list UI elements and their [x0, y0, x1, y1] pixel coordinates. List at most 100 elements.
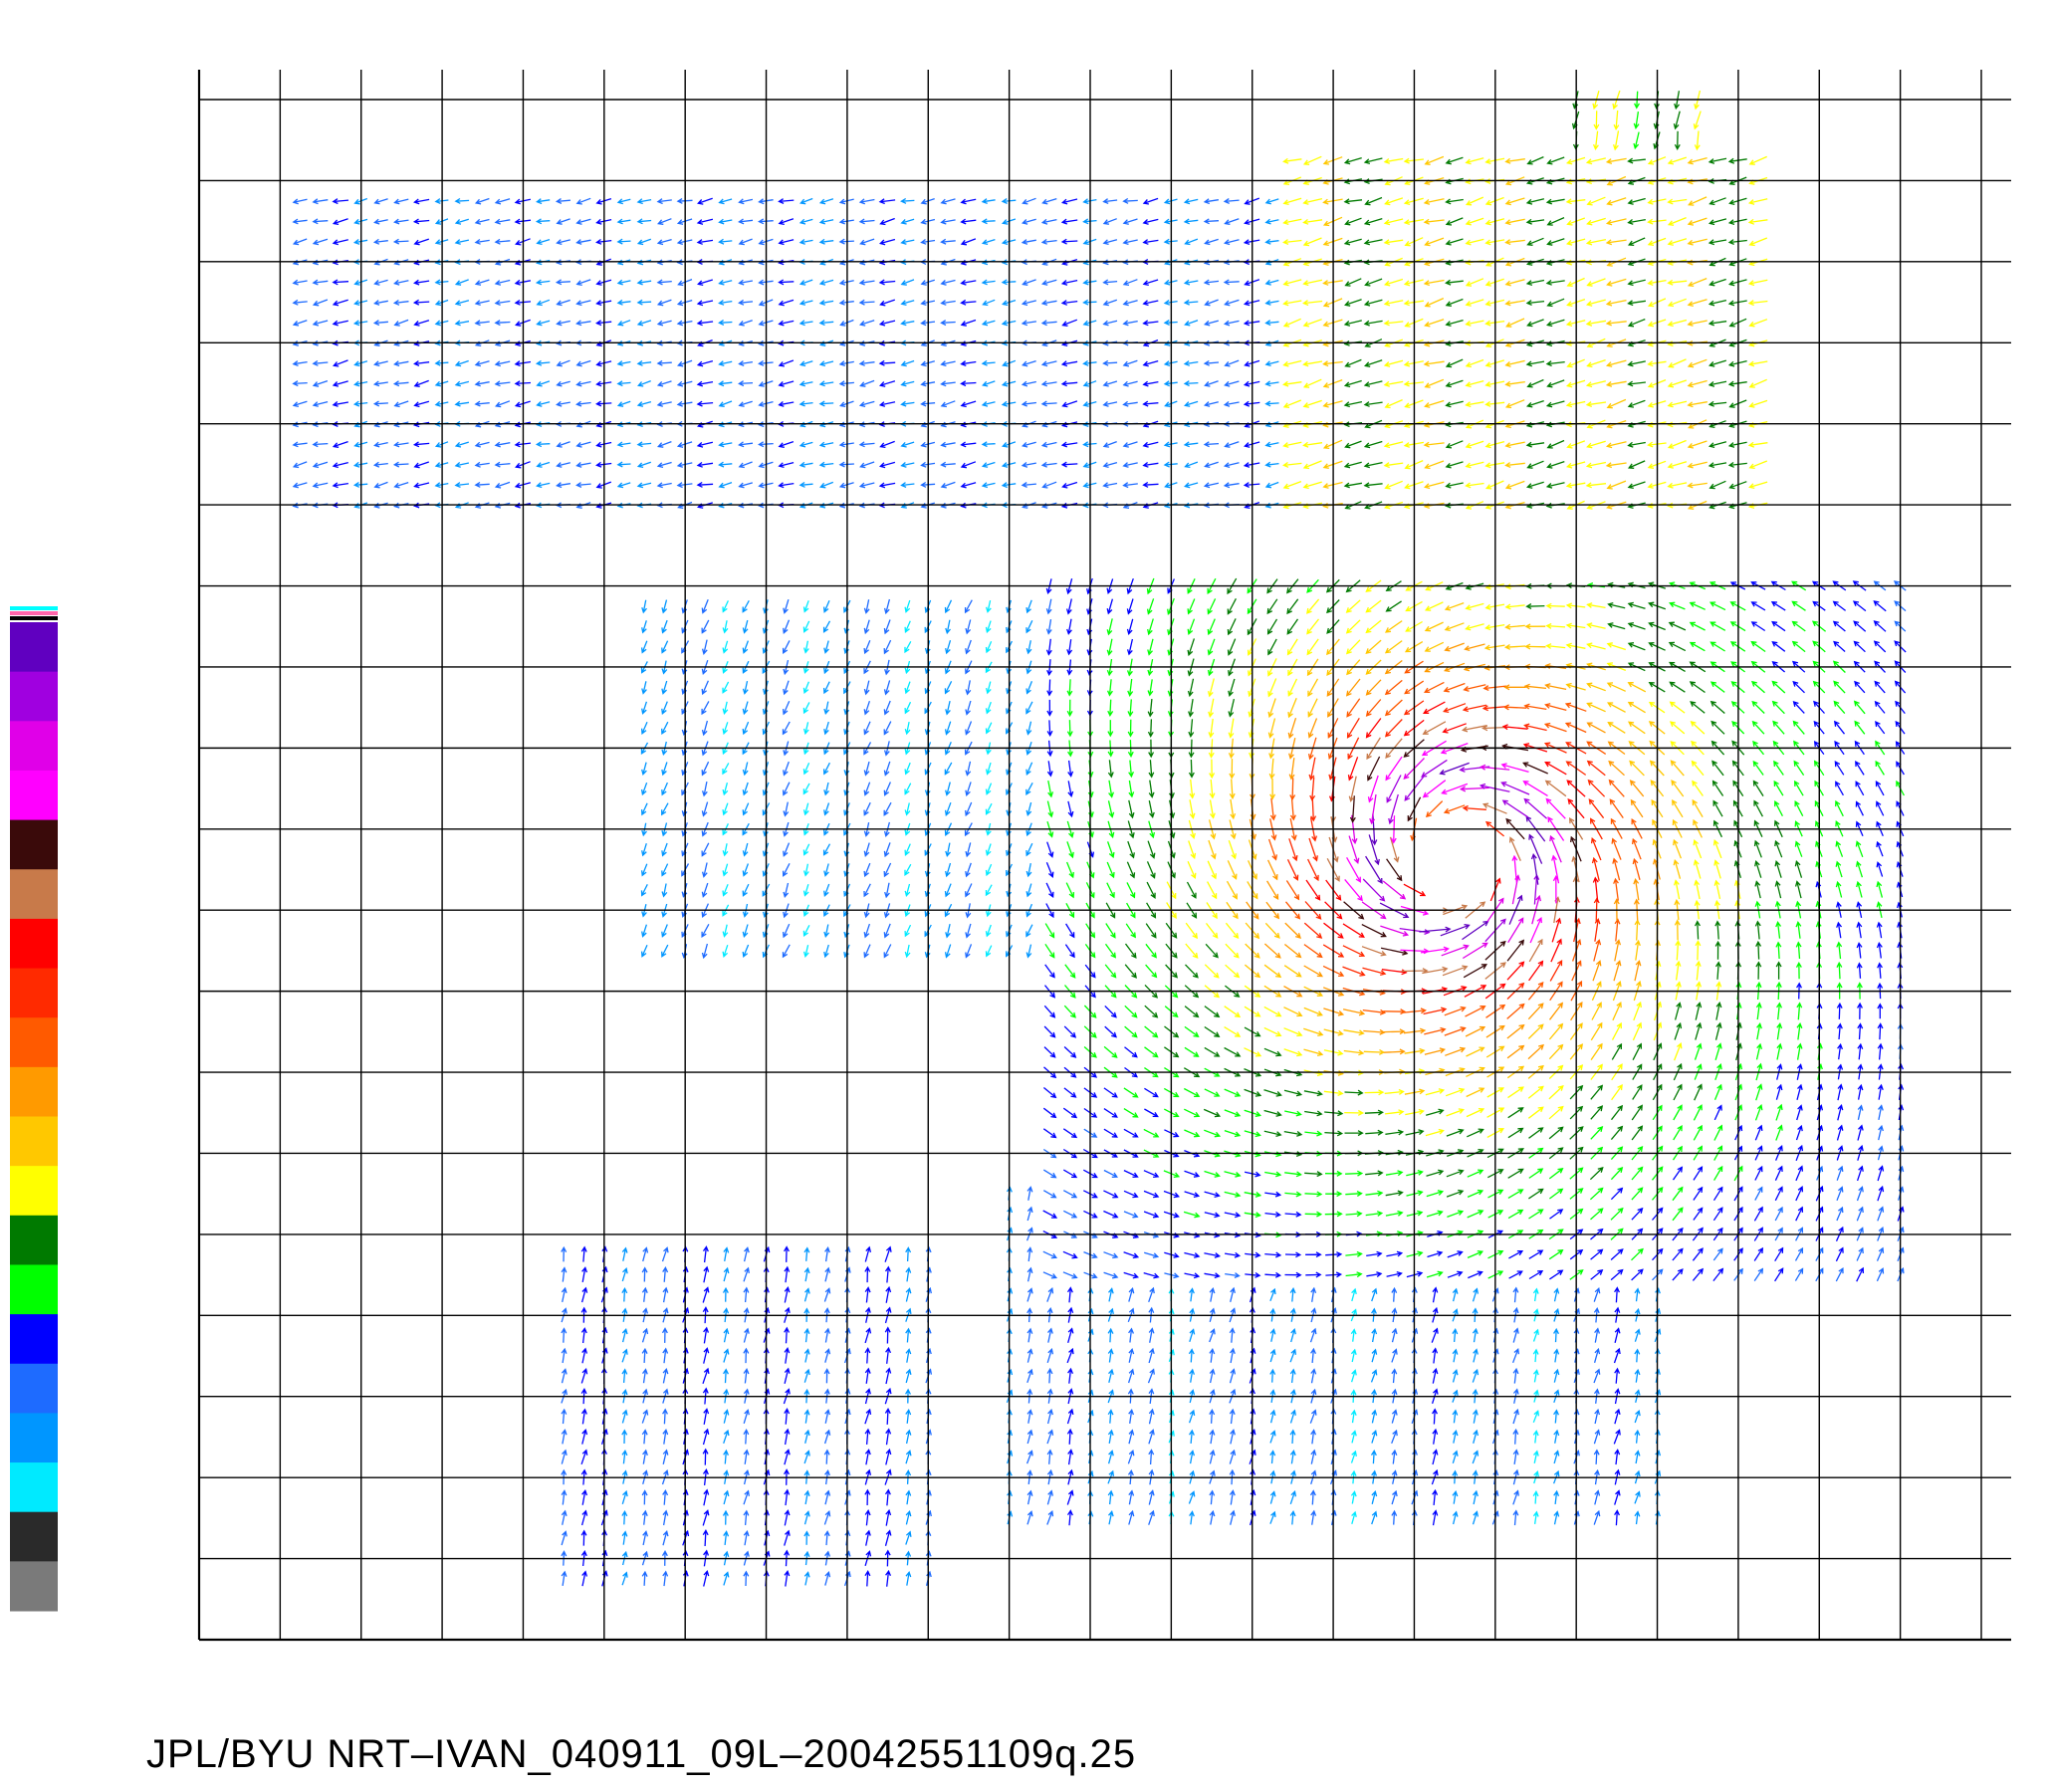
wind-arrow: [965, 700, 972, 716]
wind-arrow: [656, 482, 672, 489]
wind-arrow: [1432, 1509, 1439, 1526]
wind-arrow: [1501, 799, 1528, 818]
wind-arrow: [823, 701, 830, 716]
wind-arrow: [1026, 801, 1032, 817]
wind-arrow: [1504, 218, 1525, 226]
wind-arrow: [864, 1488, 871, 1506]
wind-arrow: [1364, 1109, 1384, 1116]
wind-arrow: [1122, 197, 1138, 204]
wind-arrow: [575, 300, 591, 307]
wind-arrow: [1142, 461, 1159, 468]
wind-arrow: [884, 1245, 892, 1262]
wind-arrow: [1343, 1049, 1365, 1056]
wind-arrow: [900, 320, 915, 327]
wind-arrow: [1614, 1509, 1620, 1526]
wind-arrow: [1607, 702, 1626, 713]
wind-arrow: [1525, 441, 1545, 448]
wind-arrow: [1507, 1086, 1524, 1099]
wind-arrow: [1424, 1047, 1447, 1055]
wind-arrow: [1512, 1509, 1519, 1526]
wind-arrow: [1667, 379, 1688, 388]
wind-arrow: [945, 619, 951, 635]
wind-arrow: [561, 1347, 568, 1364]
wind-arrow: [1452, 1510, 1459, 1525]
wind-arrow: [1754, 1124, 1763, 1141]
wind-arrow: [802, 722, 809, 736]
wind-arrow: [818, 400, 834, 407]
wind-arrow: [616, 279, 631, 286]
wind-arrow: [1420, 946, 1450, 954]
wind-arrow: [981, 320, 996, 327]
wind-arrow: [1447, 1270, 1464, 1278]
wind-arrow: [703, 1488, 710, 1506]
wind-arrow: [965, 801, 973, 817]
wind-arrow: [885, 1346, 892, 1364]
wind-arrow: [1284, 1271, 1302, 1278]
wind-arrow: [703, 1569, 710, 1587]
wind-arrow: [1026, 1206, 1033, 1222]
wind-arrow: [900, 279, 915, 286]
wind-arrow: [312, 218, 329, 225]
wind-arrow: [393, 198, 409, 205]
wind-arrow: [1606, 682, 1626, 692]
wind-arrow: [1065, 598, 1072, 615]
wind-arrow: [1593, 1287, 1601, 1302]
wind-arrow: [701, 639, 708, 655]
wind-arrow: [1207, 678, 1215, 698]
wind-arrow: [1754, 860, 1762, 878]
wind-arrow: [1344, 1130, 1364, 1137]
wind-arrow: [1528, 1249, 1544, 1259]
wind-arrow: [1067, 781, 1074, 798]
wind-arrow: [636, 238, 652, 246]
wind-arrow: [960, 400, 977, 408]
wind-arrow: [1466, 1046, 1485, 1057]
wind-arrow: [580, 1368, 588, 1384]
wind-arrow: [1264, 320, 1279, 327]
wind-arrow: [474, 481, 490, 488]
wind-arrow: [1751, 700, 1765, 714]
wind-arrow: [858, 482, 875, 489]
wind-arrow: [1308, 837, 1318, 862]
wind-arrow: [580, 1245, 587, 1262]
wind-arrow: [944, 801, 952, 816]
wind-arrow: [1876, 1267, 1885, 1282]
wind-arrow: [1465, 1025, 1486, 1037]
wind-arrow: [1142, 481, 1159, 488]
wind-arrow: [393, 319, 409, 327]
wind-arrow: [1424, 155, 1445, 165]
wind-arrow: [637, 379, 651, 387]
wind-arrow: [642, 1246, 649, 1262]
wind-arrow: [1507, 1168, 1524, 1179]
wind-arrow: [1687, 440, 1708, 449]
wind-arrow: [1040, 238, 1057, 245]
wind-arrow: [1143, 1271, 1160, 1279]
wind-arrow: [1715, 1001, 1722, 1020]
wind-arrow: [1365, 639, 1382, 654]
wind-arrow: [1712, 839, 1722, 859]
wind-arrow: [1836, 921, 1843, 939]
wind-arrow: [885, 1367, 892, 1385]
wind-arrow: [1748, 460, 1768, 470]
wind-arrow: [1426, 1169, 1445, 1177]
wind-arrow: [312, 400, 329, 407]
wind-arrow: [494, 461, 511, 468]
wind-arrow: [1610, 1207, 1624, 1221]
wind-arrow: [1796, 1002, 1803, 1020]
wind-arrow: [960, 380, 977, 387]
wind-arrow: [1465, 358, 1484, 368]
wind-arrow: [1268, 758, 1275, 781]
wind-arrow: [904, 599, 911, 613]
wind-arrow: [738, 461, 753, 469]
wind-arrow: [1504, 380, 1525, 387]
wind-arrow: [1694, 1083, 1703, 1101]
wind-arrow: [373, 218, 388, 225]
wind-arrow: [1467, 1189, 1484, 1198]
wind-arrow: [616, 299, 631, 306]
wind-arrow: [1689, 641, 1706, 652]
wind-arrow: [940, 400, 956, 408]
wind-arrow: [701, 701, 710, 716]
wind-arrow: [1264, 1211, 1281, 1218]
wind-arrow: [1523, 683, 1547, 690]
wind-arrow: [778, 198, 795, 204]
wind-arrow: [1546, 319, 1565, 328]
